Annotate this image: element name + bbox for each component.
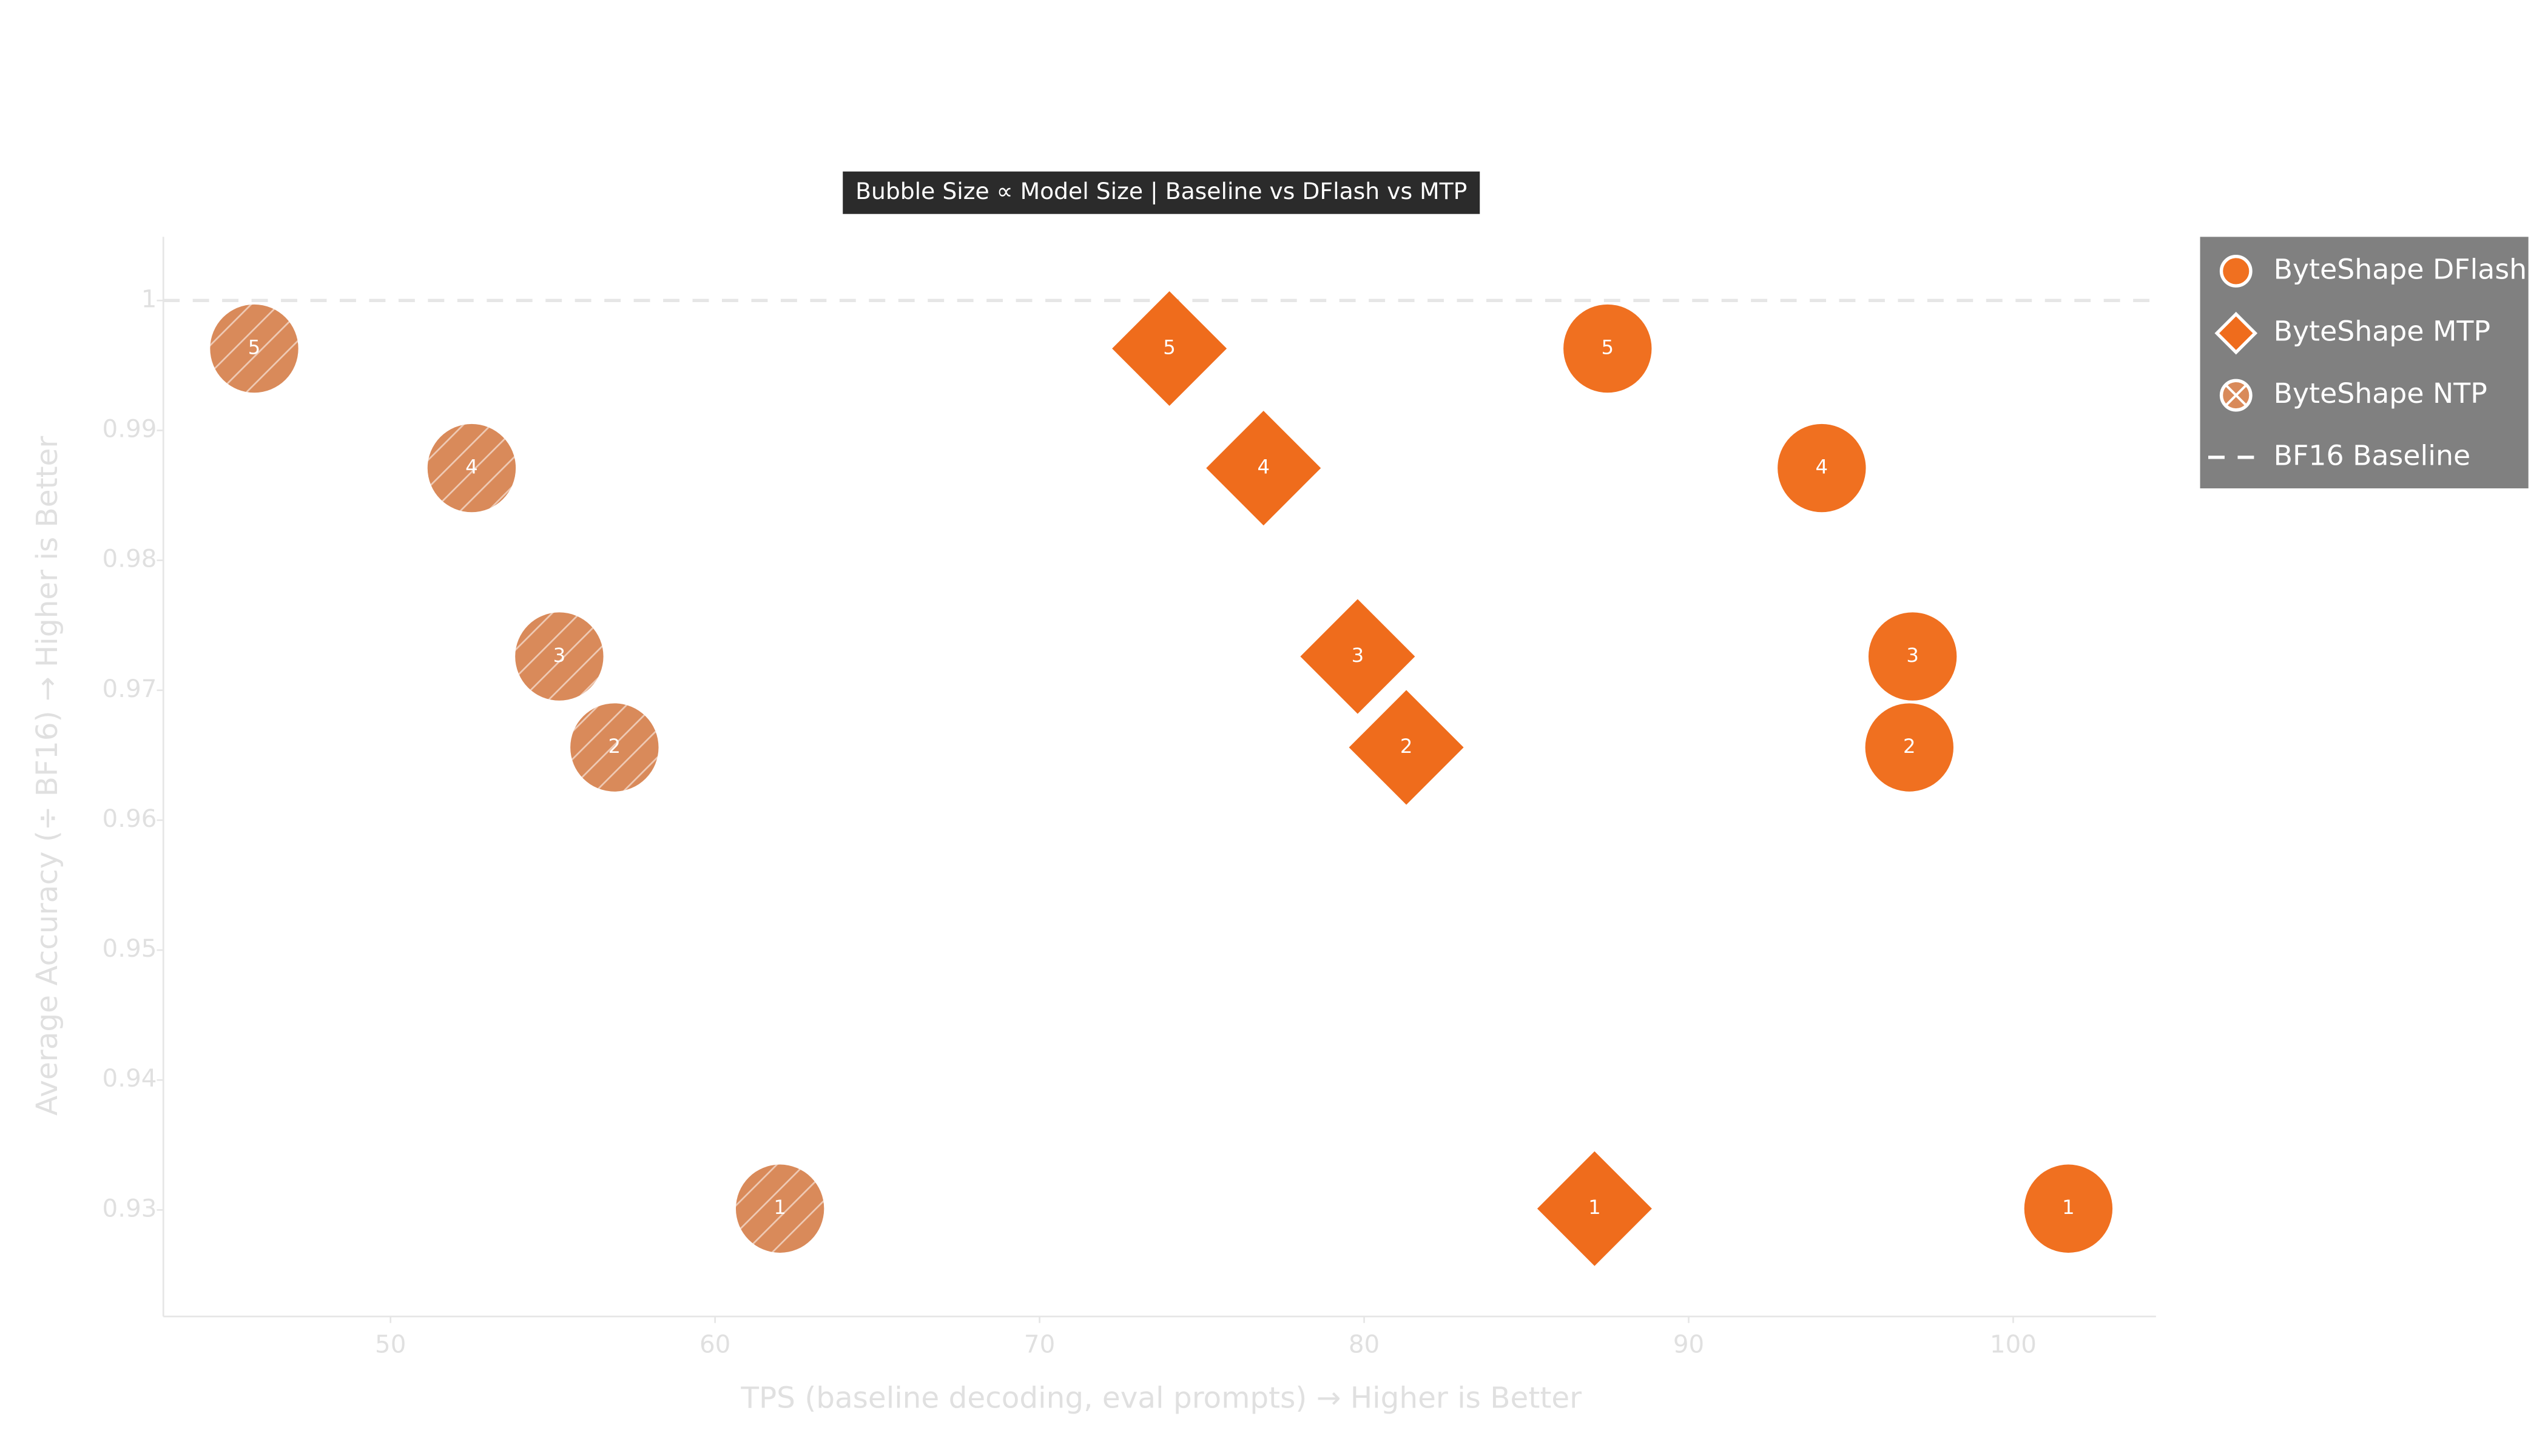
legend-label: BF16 Baseline xyxy=(2274,439,2470,471)
point-hatch xyxy=(735,1164,824,1253)
x-tick-label: 60 xyxy=(699,1330,730,1358)
legend-label: ByteShape NTP xyxy=(2274,377,2487,410)
legend-label: ByteShape DFlash xyxy=(2274,253,2527,285)
point-hatch xyxy=(427,423,516,513)
point-label: 2 xyxy=(1903,735,1916,758)
point-label: 4 xyxy=(1257,456,1270,479)
point xyxy=(1865,703,1953,792)
y-tick-label: 0.94 xyxy=(103,1064,157,1093)
point-hatch xyxy=(570,703,659,792)
point xyxy=(1778,423,1866,513)
y-axis-label: Average Accuracy (÷ BF16) → Higher is Be… xyxy=(30,436,64,1116)
point-label: 2 xyxy=(608,735,621,758)
legend-hatch xyxy=(2225,384,2247,406)
y-tick-label: 0.97 xyxy=(103,675,157,703)
point xyxy=(1537,1151,1652,1266)
point xyxy=(1563,304,1652,393)
point-label: 4 xyxy=(1816,456,1828,479)
y-tick-label: 0.99 xyxy=(103,414,157,443)
x-tick-label: 70 xyxy=(1024,1330,1055,1358)
point-label: 1 xyxy=(2062,1196,2075,1219)
point-label: 2 xyxy=(1400,735,1413,758)
point xyxy=(2024,1164,2113,1253)
point-label: 3 xyxy=(1906,644,1919,667)
point-label: 4 xyxy=(465,456,478,479)
point xyxy=(1300,599,1415,714)
x-tick-label: 50 xyxy=(375,1330,406,1358)
legend-label: ByteShape MTP xyxy=(2274,315,2490,348)
point xyxy=(1868,612,1957,701)
y-tick-label: 0.98 xyxy=(103,545,157,573)
legend-box xyxy=(2200,237,2529,488)
x-tick-label: 80 xyxy=(1349,1330,1380,1358)
x-axis-label: TPS (baseline decoding, eval prompts) → … xyxy=(740,1381,1582,1415)
legend-marker xyxy=(2214,311,2258,355)
point-label: 3 xyxy=(1352,644,1364,667)
point-label: 5 xyxy=(248,336,261,359)
y-tick-label: 0.93 xyxy=(103,1194,157,1222)
y-tick-label: 0.96 xyxy=(103,804,157,833)
x-tick-label: 90 xyxy=(1673,1330,1704,1358)
point-hatch xyxy=(515,612,604,701)
point-label: 1 xyxy=(774,1196,786,1219)
y-tick-label: 0.95 xyxy=(103,934,157,963)
point-label: 5 xyxy=(1601,336,1614,359)
point-hatch xyxy=(210,304,298,393)
y-tick-label: 1 xyxy=(141,285,157,313)
title-box xyxy=(843,171,1480,214)
legend-marker xyxy=(2219,254,2253,288)
point-label: 1 xyxy=(1588,1196,1601,1219)
point-label: 5 xyxy=(1163,336,1176,359)
chart-title: Bubble Size ∝ Model Size | Baseline vs D… xyxy=(855,178,1467,205)
point xyxy=(1206,411,1321,526)
x-tick-label: 100 xyxy=(1990,1330,2037,1358)
point-label: 3 xyxy=(553,644,566,667)
